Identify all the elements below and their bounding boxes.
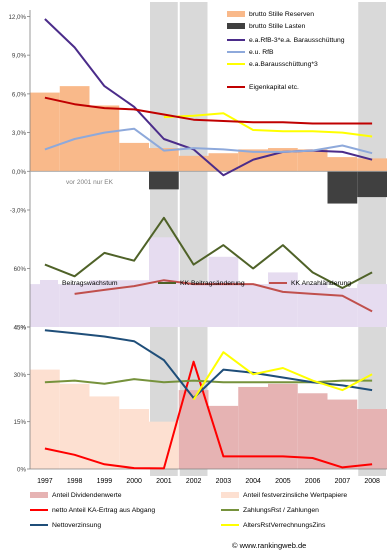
bar-brutto-stille-reserven-2006 — [297, 149, 328, 172]
bar-beitragswachstum-1999 — [89, 280, 120, 327]
bar-anteil-dividendenwerte-2003 — [208, 405, 239, 469]
y-tick-label-bottom-2: 15% — [14, 419, 27, 426]
legend-label-eigenkapital-etc: Eigenkapital etc. — [249, 84, 299, 91]
x-tick-label-1997: 1997 — [37, 478, 53, 485]
line-eigenkapital-etc — [44, 96, 373, 125]
bar-brutto-stille-reserven-1998 — [59, 86, 90, 172]
bar-beitragswachstum-2006 — [297, 284, 328, 327]
y-tick-label-top-2: 6,0% — [12, 91, 27, 98]
legend-label-kk-anzahl-nderung: KK Anzahländerung — [291, 280, 351, 287]
bar-brutto-stille-lasten-2007 — [327, 171, 358, 204]
bar-beitragswachstum-1998 — [59, 284, 90, 327]
bar-brutto-stille-reserven-2001 — [149, 148, 179, 172]
bar-brutto-stille-reserven-1999 — [89, 105, 120, 172]
y-tick-label-top-3: 3,0% — [12, 130, 27, 137]
legend-swatch-beitragswachstum — [40, 280, 58, 286]
y-tick-label-top-4: 0,0% — [12, 169, 27, 176]
line-kk-anzahl-nderung — [74, 279, 373, 313]
bar-layer — [30, 86, 387, 469]
legend-label-zahlungsrst-zahlungen: ZahlungsRst / Zahlungen — [243, 507, 319, 514]
line-layer — [44, 18, 373, 470]
bar-beitragswachstum-2007 — [327, 288, 358, 327]
legend-label-kk-beitrags-nderung: KK Beitragsänderung — [180, 280, 245, 287]
legend-layer: brutto Stille Reserven brutto Stille Last… — [30, 11, 351, 529]
legend-label-netto-anteil-ka-ertrag-aus-abgang: netto Anteil KA-Ertrag aus Abgang — [52, 507, 155, 514]
line-e-u-rfb — [44, 127, 373, 155]
bar-beitragswachstum-2003 — [208, 256, 239, 327]
y-tick-label-bottom-3: 0% — [17, 467, 26, 474]
line-kk-beitrags-nderung — [44, 216, 373, 289]
x-tick-label-2004: 2004 — [245, 478, 261, 485]
y-tick-label-middle-0: 60% — [14, 266, 27, 273]
legend-swatch-anteil-festverzinsliche-wertpapiere — [221, 492, 239, 498]
shaded-year-bands — [150, 2, 386, 476]
y-tick-label-top-1: 9,0% — [12, 53, 27, 60]
bar-anteil-festverzinsliche-wertpapiere-1999 — [89, 396, 120, 469]
y-tick-label-middle-1: 45% — [14, 325, 27, 332]
legend-label-altersrstverrechnungszins: AltersRstVerrechnungsZins — [243, 522, 326, 529]
bar-anteil-dividendenwerte-2007 — [327, 399, 358, 469]
legend-label-nettoverzinsung: Nettoverzinsung — [52, 522, 101, 529]
x-tick-label-2008: 2008 — [364, 478, 380, 485]
bar-anteil-festverzinsliche-wertpapiere-1997 — [30, 369, 60, 469]
legend-label-e-a-baraussch-ttung-3: e.a.Barausschüttung*3 — [249, 61, 318, 68]
x-tick-label-2000: 2000 — [126, 478, 142, 485]
bar-anteil-festverzinsliche-wertpapiere-2000 — [119, 409, 149, 469]
legend-label-e-u-rfb: e.u. RfB — [249, 49, 274, 56]
bar-brutto-stille-reserven-2008 — [357, 158, 387, 172]
line-nettoverzinsung — [44, 329, 373, 399]
line-e-a-rfb-3-e-a-baraussch-ttung — [44, 18, 373, 177]
line-altersrstverrechnungszins — [192, 351, 373, 401]
bar-beitragswachstum-2002 — [178, 284, 209, 327]
legend-label-e-a-rfb-3-e-a-baraussch-ttung: e.a.RfB-3*e.a. Barausschüttung — [249, 37, 345, 44]
bar-beitragswachstum-2005 — [268, 272, 298, 327]
x-tick-label-1998: 1998 — [67, 478, 83, 485]
legend-swatch-brutto-stille-reserven — [227, 11, 245, 17]
x-tick-label-2005: 2005 — [275, 478, 291, 485]
y-tick-label-bottom-1: 30% — [14, 372, 27, 379]
x-tick-label-2003: 2003 — [216, 478, 232, 485]
bar-brutto-stille-reserven-2002 — [178, 155, 209, 172]
x-tick-label-2007: 2007 — [335, 478, 351, 485]
bar-brutto-stille-reserven-2007 — [327, 157, 358, 172]
legend-swatch-brutto-stille-lasten — [227, 23, 245, 29]
y-tick-label-bottom-0: 45% — [14, 325, 27, 332]
line-e-a-baraussch-ttung-3 — [163, 112, 373, 138]
bar-anteil-dividendenwerte-2005 — [268, 383, 298, 469]
bar-beitragswachstum-2004 — [238, 284, 268, 327]
x-tick-label-2002: 2002 — [186, 478, 202, 485]
bar-anteil-dividendenwerte-2002 — [178, 390, 209, 469]
bar-brutto-stille-reserven-2003 — [208, 153, 239, 172]
bar-anteil-dividendenwerte-2006 — [297, 393, 328, 469]
x-tick-label-2006: 2006 — [305, 478, 321, 485]
x-tick-label-2001: 2001 — [156, 478, 172, 485]
legend-label-beitragswachstum: Beitragswachstum — [62, 280, 118, 287]
x-tick-label-1999: 1999 — [97, 478, 113, 485]
y-tick-label-top-5: -3,0% — [10, 208, 27, 215]
annotation-vor-2001: vor 2001 nur EK — [66, 179, 114, 186]
legend-label-anteil-festverzinsliche-wertpapiere: Anteil festverzinsliche Wertpapiere — [243, 492, 347, 499]
bar-beitragswachstum-1997 — [30, 284, 60, 327]
legend-swatch-anteil-dividendenwerte — [30, 492, 48, 498]
line-netto-anteil-ka-ertrag-aus-abgang — [44, 360, 373, 470]
legend-label-brutto-stille-lasten: brutto Stille Lasten — [249, 23, 306, 30]
bar-anteil-dividendenwerte-2008 — [357, 409, 387, 469]
copyright-footer: © www.rankingweb.de — [232, 541, 306, 550]
bar-anteil-festverzinsliche-wertpapiere-1998 — [59, 383, 90, 469]
bar-brutto-stille-lasten-2008 — [357, 171, 387, 198]
bar-anteil-dividendenwerte-2004 — [238, 386, 268, 469]
bar-brutto-stille-lasten-2001 — [149, 171, 179, 190]
y-tick-label-top-0: 12,0% — [8, 14, 26, 21]
shaded-band-2008 — [358, 2, 386, 476]
axes-layer — [27, 10, 387, 470]
bar-brutto-stille-reserven-1997 — [30, 92, 60, 172]
text-layer: vor 2001 nur EK © www.rankingweb.de 12,0… — [8, 14, 380, 550]
bar-brutto-stille-reserven-2000 — [119, 142, 149, 172]
legend-label-anteil-dividendenwerte: Anteil Dividendenwerte — [52, 492, 122, 499]
legend-label-brutto-stille-reserven: brutto Stille Reserven — [249, 11, 314, 18]
